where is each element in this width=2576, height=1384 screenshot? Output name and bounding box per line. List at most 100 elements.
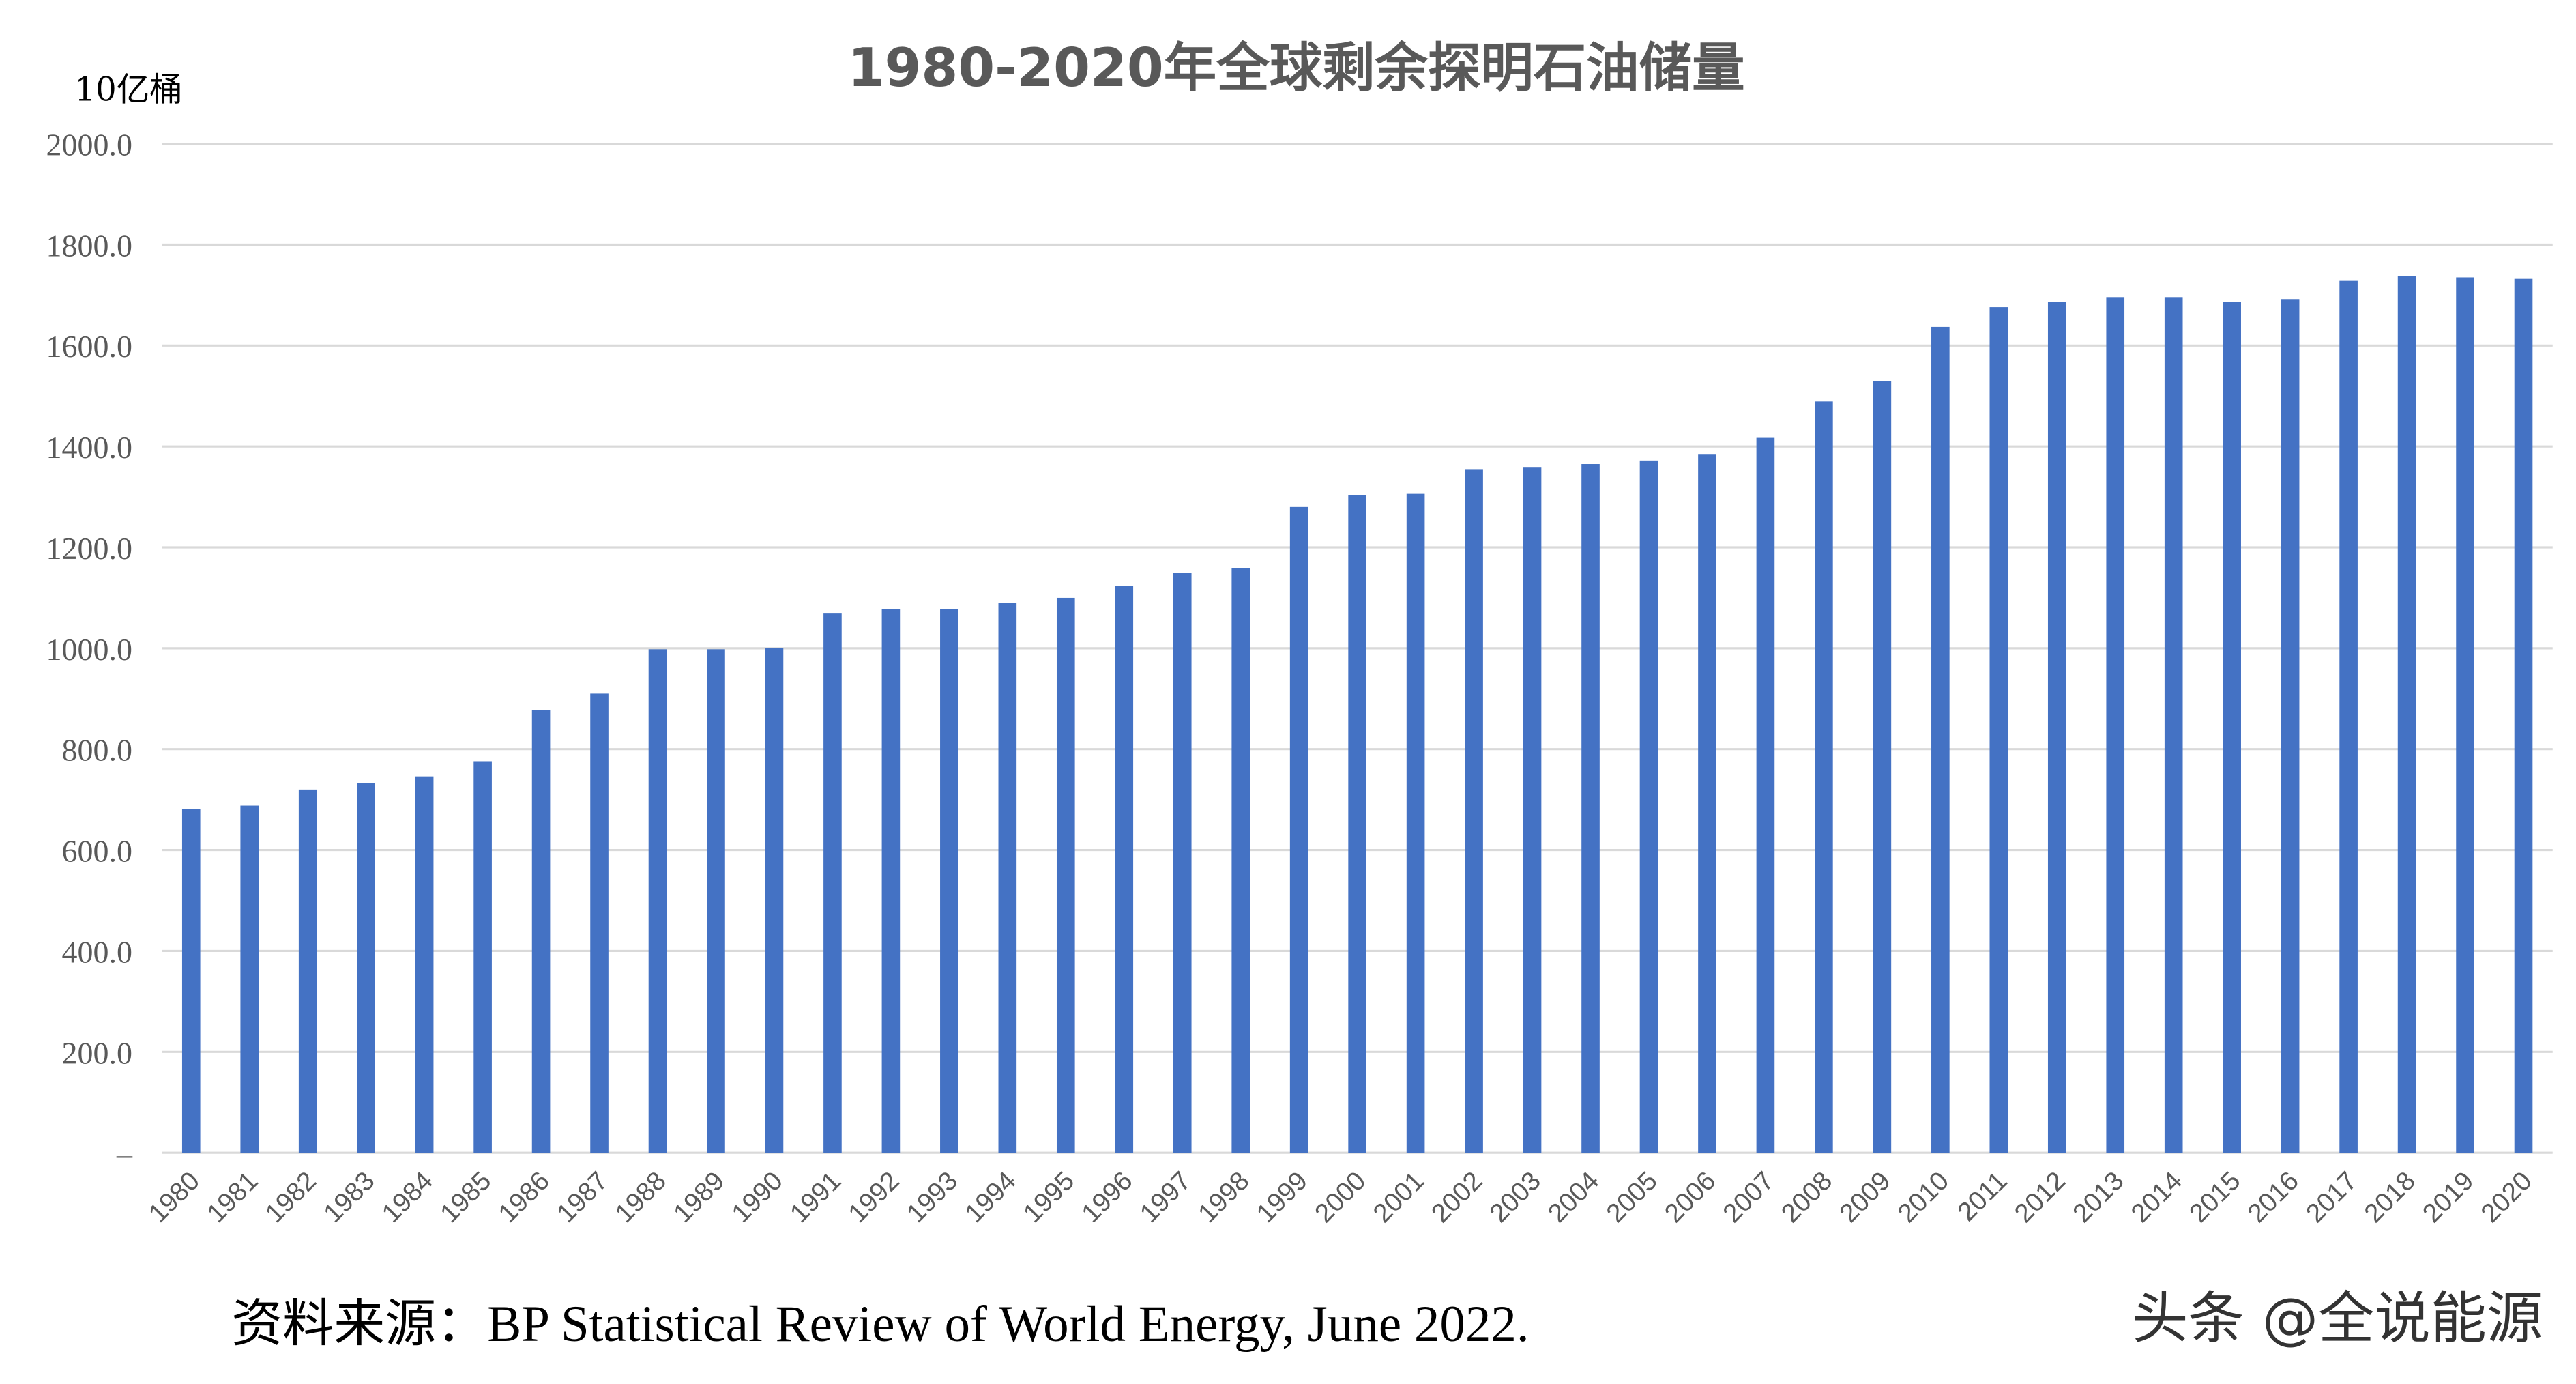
- bar-1982: [298, 789, 317, 1153]
- bars: [181, 276, 2533, 1153]
- bar-2018: [2397, 276, 2416, 1153]
- y-tick-label: 1400.0: [46, 430, 132, 465]
- x-tick-label: 2013: [2067, 1166, 2129, 1228]
- x-tick-label: 1983: [318, 1166, 380, 1228]
- bar-2002: [1465, 469, 1483, 1153]
- y-tick-label: 1800.0: [46, 228, 132, 263]
- x-tick-label: 1984: [377, 1166, 439, 1228]
- x-axis-ticks: 1980198119821983198419851986198719881989…: [143, 1166, 2538, 1228]
- bar-2001: [1406, 493, 1425, 1153]
- x-tick-label: 1996: [1076, 1166, 1138, 1228]
- bar-2004: [1581, 464, 1600, 1153]
- bar-1987: [590, 693, 609, 1153]
- x-tick-label: 2009: [1834, 1166, 1896, 1228]
- bar-2015: [2223, 302, 2241, 1153]
- bar-2017: [2339, 280, 2358, 1153]
- x-tick-label: 1981: [201, 1166, 263, 1228]
- x-tick-label: 1999: [1251, 1166, 1313, 1228]
- x-tick-label: 1993: [901, 1166, 963, 1228]
- y-axis-unit: 10亿桶: [74, 71, 182, 109]
- x-tick-label: 2006: [1659, 1166, 1721, 1228]
- x-tick-label: 1980: [143, 1166, 205, 1228]
- x-tick-label: 1992: [843, 1166, 905, 1228]
- x-tick-label: 2012: [2009, 1166, 2071, 1228]
- x-tick-label: 2005: [1601, 1166, 1663, 1228]
- x-tick-label: 1990: [727, 1166, 789, 1228]
- bar-1997: [1173, 573, 1192, 1153]
- bar-1984: [415, 776, 434, 1153]
- y-axis-ticks: – 200.0 400.0 600.0 800.0 1000.0 1200.0 1400.0 1…: [46, 127, 133, 1171]
- x-tick-label: 2011: [1952, 1166, 2012, 1227]
- bar-2008: [1815, 401, 1833, 1153]
- x-tick-label: 1988: [610, 1166, 672, 1228]
- chart-title: 1980-2020年全球剩余探明石油储量: [848, 38, 1745, 99]
- bar-1998: [1231, 568, 1250, 1153]
- x-tick-label: 2019: [2417, 1166, 2479, 1228]
- bar-1991: [823, 613, 842, 1153]
- bar-2005: [1639, 460, 1658, 1153]
- x-tick-label: 1987: [551, 1166, 613, 1228]
- bar-2011: [1989, 307, 2008, 1153]
- bar-2003: [1523, 467, 1542, 1153]
- bar-1986: [531, 710, 551, 1153]
- bar-1980: [181, 809, 201, 1153]
- x-tick-label: 2002: [1426, 1166, 1488, 1228]
- bar-2020: [2514, 278, 2533, 1153]
- y-tick-label: 1000.0: [46, 632, 132, 667]
- bar-2013: [2106, 297, 2125, 1153]
- x-tick-label: 2003: [1484, 1166, 1547, 1228]
- bar-2009: [1873, 381, 1892, 1153]
- x-tick-label: 1997: [1135, 1166, 1197, 1228]
- bar-1996: [1115, 586, 1134, 1153]
- bar-2000: [1348, 495, 1366, 1153]
- x-tick-label: 1991: [785, 1166, 847, 1228]
- x-tick-label: 2016: [2242, 1166, 2304, 1228]
- watermark: 头条 @全说能源: [2132, 1286, 2543, 1351]
- x-tick-label: 2007: [1717, 1166, 1779, 1228]
- bar-1989: [707, 649, 725, 1153]
- y-tick-label: 1200.0: [46, 531, 132, 566]
- x-tick-label: 1989: [668, 1166, 730, 1228]
- bar-1995: [1056, 597, 1075, 1153]
- x-tick-label: 1986: [493, 1166, 555, 1228]
- y-tick-label: 600.0: [62, 834, 132, 869]
- bar-1990: [765, 648, 784, 1153]
- x-tick-label: 1998: [1192, 1166, 1255, 1228]
- source-note: 资料来源：BP Statistical Review of World Ener…: [231, 1296, 1530, 1353]
- bar-1992: [881, 609, 901, 1153]
- bar-2012: [2047, 302, 2066, 1153]
- bar-2016: [2281, 299, 2300, 1153]
- bar-1983: [357, 783, 375, 1153]
- x-tick-label: 1994: [959, 1166, 1021, 1228]
- y-tick-label: 1600.0: [46, 329, 132, 364]
- bar-2019: [2456, 277, 2474, 1153]
- x-tick-label: 2008: [1776, 1166, 1838, 1228]
- bar-1981: [240, 805, 259, 1153]
- bar-1999: [1289, 506, 1308, 1153]
- bar-1994: [998, 603, 1017, 1153]
- y-tick-label: 800.0: [62, 733, 132, 768]
- x-tick-label: 2010: [1892, 1166, 1955, 1228]
- x-tick-label: 2014: [2126, 1166, 2188, 1228]
- bar-1985: [473, 761, 492, 1153]
- y-tick-label: 2000.0: [46, 127, 132, 162]
- bar-1988: [648, 649, 667, 1153]
- x-tick-label: 2015: [2184, 1166, 2246, 1228]
- x-tick-label: 2018: [2359, 1166, 2421, 1228]
- x-tick-label: 2004: [1542, 1166, 1605, 1228]
- bar-2014: [2164, 297, 2183, 1153]
- bar-2010: [1931, 326, 1950, 1153]
- x-tick-label: 2020: [2476, 1166, 2538, 1228]
- x-tick-label: 2001: [1368, 1166, 1430, 1228]
- x-tick-label: 1985: [435, 1166, 497, 1228]
- y-tick-label: 200.0: [62, 1035, 132, 1070]
- bar-2006: [1698, 454, 1716, 1153]
- x-tick-label: 1982: [260, 1166, 322, 1228]
- bar-2007: [1756, 437, 1775, 1153]
- x-tick-label: 1995: [1018, 1166, 1080, 1228]
- y-tick-label: –: [116, 1136, 133, 1171]
- y-tick-label: 400.0: [62, 934, 132, 969]
- x-tick-label: 2000: [1309, 1166, 1371, 1228]
